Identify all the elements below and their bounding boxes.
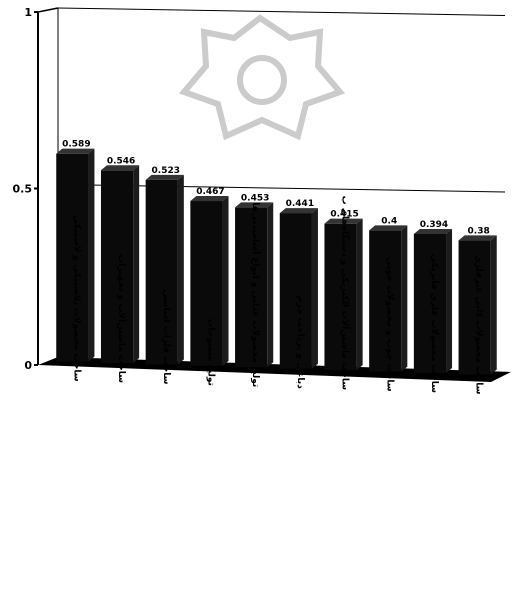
data-label: 0.589 <box>62 140 90 150</box>
grid-line <box>57 7 506 16</box>
bar-top <box>56 148 95 154</box>
category-label: تولید محصولات غذایی و انواع آشامیدنی‌ها <box>250 202 262 387</box>
bar-top <box>413 228 453 234</box>
bar-side <box>88 148 95 362</box>
bar <box>413 233 447 374</box>
bar-side <box>133 165 140 364</box>
category-label: ساخت محصولات پلاستیکی و لاستیکی <box>71 215 81 382</box>
bar-side <box>311 208 318 369</box>
bar-top <box>279 208 318 214</box>
category-label: ساخت محصولات کانی غیرفلزی <box>474 255 484 395</box>
data-label: 0.523 <box>152 166 180 176</box>
y-tick-label: 0 <box>24 359 32 372</box>
bars <box>56 148 497 375</box>
y-tick-label: 1 <box>24 6 32 19</box>
bar <box>190 201 223 366</box>
bar-side <box>267 202 274 368</box>
bar <box>235 207 268 368</box>
data-label: 0.453 <box>241 193 269 203</box>
wall-edge <box>37 7 59 13</box>
category-label: دباغی و پرداخت چرم <box>295 296 305 389</box>
bar-side <box>490 235 497 375</box>
data-label: 0.38 <box>468 226 490 236</box>
bar-top <box>100 165 140 171</box>
data-label: 0.4 <box>381 216 397 226</box>
bar <box>369 230 402 372</box>
y-axis: 00.51 <box>13 6 39 372</box>
category-label: ساخت محصولات فلزی فابریکی <box>429 254 439 393</box>
bar-top <box>369 225 408 231</box>
bar <box>145 179 178 365</box>
category-label: ساخت فلزات اساسی <box>161 289 171 384</box>
data-label: 0.394 <box>420 220 448 230</box>
bar <box>100 170 134 364</box>
bar-top <box>145 174 184 180</box>
data-labels: 0.589 0.546 0.523 0.467 0.453 0.441 0.415 0.4 0.… <box>62 140 490 237</box>
data-label: 0.415 <box>330 210 358 220</box>
bar <box>279 213 312 369</box>
bar <box>458 240 491 375</box>
data-label: 0.467 <box>196 187 224 197</box>
bar-side <box>222 196 229 366</box>
bar <box>324 223 357 371</box>
bar-top <box>324 218 363 224</box>
watermark-logo <box>178 14 346 141</box>
bar-side <box>177 174 184 365</box>
category-label: ساخت ماشین‌آلات الکتریکی و دستگاه‌های ب <box>340 196 352 391</box>
bar-side <box>356 218 363 371</box>
data-label: 0.441 <box>286 199 314 209</box>
data-label: 0.546 <box>107 156 135 166</box>
category-label: ساخت چوب و محصولات چوبی <box>384 257 394 392</box>
bar-side <box>401 225 408 372</box>
bar-side <box>446 228 453 374</box>
bar <box>56 153 89 362</box>
category-label: تولید منسوجات <box>205 319 215 386</box>
category-labels: ساخت محصولات پلاستیکی و لاستیکی ساخت ماشی… <box>71 196 483 395</box>
bar-top <box>235 202 274 208</box>
bar-top <box>190 196 229 202</box>
category-label: ساخت ماشین‌آلات و تجهیزات <box>116 254 128 383</box>
y-tick-label: 0.5 <box>13 183 33 196</box>
bar-top <box>458 235 497 241</box>
